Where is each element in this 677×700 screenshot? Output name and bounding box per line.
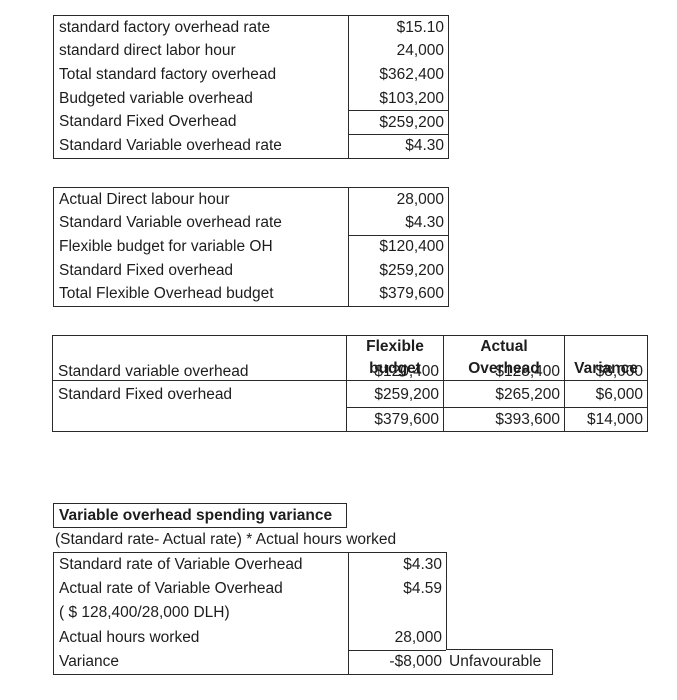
flexible-budget-value: $120,400: [346, 359, 443, 384]
row-value: $120,400: [348, 235, 448, 259]
row-value: $4.30: [348, 133, 448, 158]
variance-result-value: -$8,000: [348, 649, 446, 674]
section-title: Variable overhead spending variance: [53, 503, 347, 528]
row-value: $379,600: [348, 282, 448, 306]
row-label: Actual hours worked: [59, 628, 200, 646]
variance-formula: (Standard rate- Actual rate) * Actual ho…: [55, 531, 397, 548]
variance-direction-badge: Unfavourable: [446, 649, 553, 675]
row-label: Flexible budget for variable OH: [59, 237, 273, 255]
row-value: $103,200: [348, 86, 448, 111]
flexible-budget-value: $259,200: [346, 383, 443, 408]
row-value: $4.30: [348, 553, 446, 578]
row-value: [348, 601, 446, 626]
spending-variance-table: Standard rate of Variable Overhead $4.30…: [53, 552, 447, 675]
variance-value: $6,000: [564, 383, 647, 408]
row-label: Standard Fixed overhead: [59, 261, 234, 279]
row-value: $4.30: [348, 211, 448, 236]
row-label: Standard Fixed Overhead: [59, 113, 237, 131]
comparison-table: Flexible budget Actual Overhead Variance…: [52, 335, 648, 433]
row-value: 28,000: [348, 625, 446, 650]
row-value: 28,000: [348, 188, 448, 212]
row-label: Standard variable overhead: [58, 362, 249, 380]
row-label: Standard Fixed overhead: [58, 386, 233, 404]
header-flexible-budget: Flexible budget: [346, 336, 443, 381]
row-label: Actual Direct labour hour: [59, 190, 230, 208]
row-label: ( $ 128,400/28,000 DLH): [59, 604, 230, 622]
actual-overhead-value: $128,400: [443, 359, 564, 384]
row-label: Total Flexible Overhead budget: [59, 285, 274, 303]
row-label: standard direct labor hour: [59, 42, 236, 60]
variance-total: $14,000: [564, 407, 647, 432]
row-label: Standard rate of Variable Overhead: [59, 556, 303, 574]
flexible-budget-total: $379,600: [346, 407, 443, 432]
flexible-budget-table: Actual Direct labour hour 28,000 Standar…: [53, 187, 449, 307]
row-value: $15.10: [348, 16, 448, 40]
header-blank: [53, 336, 346, 381]
total-row-blank: [53, 407, 346, 431]
row-label: Variance: [59, 652, 120, 670]
variance-value: $8,000: [564, 359, 647, 384]
row-value: $4.59: [348, 577, 446, 602]
row-label: Budgeted variable overhead: [59, 89, 253, 107]
row-value: $259,200: [348, 258, 448, 283]
row-value: $259,200: [348, 110, 448, 134]
row-label: Standard Variable overhead rate: [59, 214, 282, 232]
row-label: Standard Variable overhead rate: [59, 136, 282, 154]
header-actual-overhead: Actual Overhead: [443, 336, 564, 381]
actual-overhead-value: $265,200: [443, 383, 564, 408]
row-label: Total standard factory overhead: [59, 65, 277, 83]
row-label: Actual rate of Variable Overhead: [59, 580, 283, 598]
row-value: $362,400: [348, 63, 448, 87]
row-value: 24,000: [348, 39, 448, 64]
actual-overhead-total: $393,600: [443, 407, 564, 432]
row-label: standard factory overhead rate: [59, 18, 271, 36]
standard-overhead-table: standard factory overhead rate $15.10 st…: [53, 15, 449, 159]
header-variance: Variance: [564, 336, 647, 381]
